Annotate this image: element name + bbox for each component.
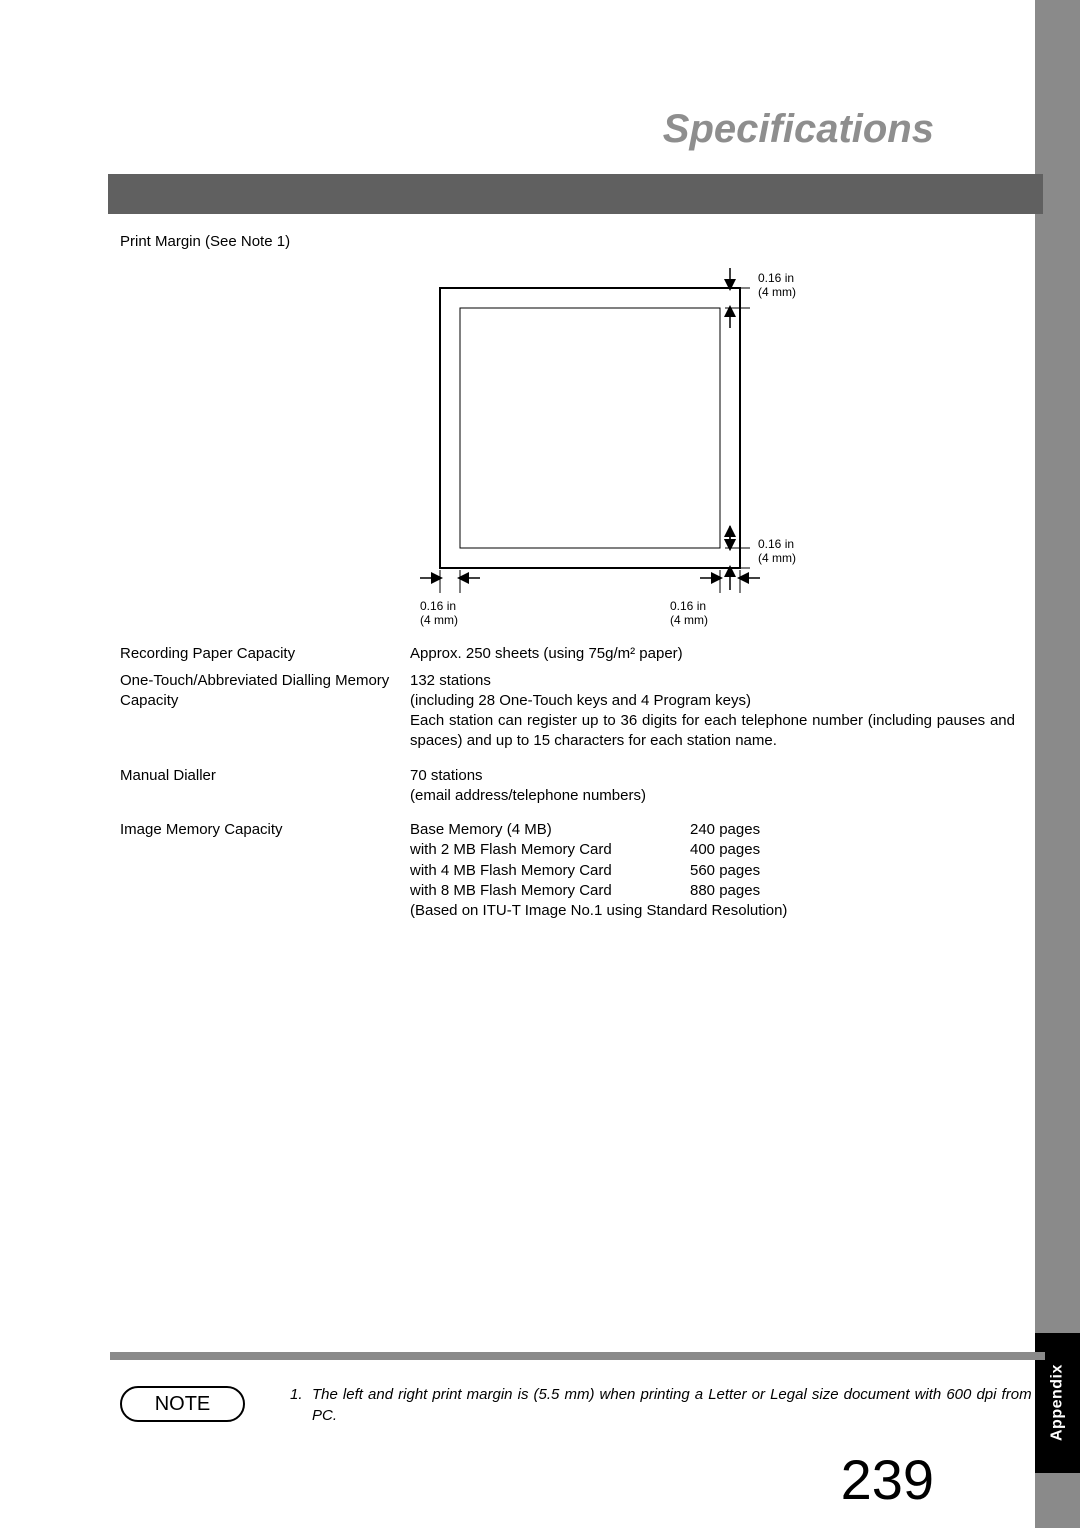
margin-diagram: 0.16 in (4 mm) 0.16 in (4 mm) 0.16 in (4: [410, 258, 770, 638]
spec-line: (Based on ITU-T Image No.1 using Standar…: [410, 901, 1015, 921]
spec-label: Manual Dialler: [120, 766, 410, 786]
margin-label-right-in: 0.16 in: [670, 599, 706, 613]
spec-label: Recording Paper Capacity: [120, 644, 410, 664]
spec-line: (including 28 One-Touch keys and 4 Progr…: [410, 691, 1015, 711]
mem-left: Base Memory (4 MB): [410, 820, 690, 840]
mem-row: with 4 MB Flash Memory Card 560 pages: [410, 861, 1015, 881]
content-area: Print Margin (See Note 1): [120, 232, 1015, 927]
mem-right: 240 pages: [690, 820, 760, 840]
mem-row: with 8 MB Flash Memory Card 880 pages: [410, 881, 1015, 901]
spec-value: Base Memory (4 MB) 240 pages with 2 MB F…: [410, 820, 1015, 921]
mem-right: 560 pages: [690, 861, 760, 881]
note-divider: [110, 1352, 1045, 1360]
mem-row: Base Memory (4 MB) 240 pages: [410, 820, 1015, 840]
spec-line: 70 stations: [410, 766, 1015, 786]
mem-right: 400 pages: [690, 840, 760, 860]
spec-line: Each station can register up to 36 digit…: [410, 711, 1015, 752]
margin-label-bottom-mm: (4 mm): [758, 551, 796, 565]
mem-right: 880 pages: [690, 881, 760, 901]
mem-row: with 2 MB Flash Memory Card 400 pages: [410, 840, 1015, 860]
spec-row-image-memory: Image Memory Capacity Base Memory (4 MB)…: [120, 820, 1015, 921]
note-row: NOTE 1. The left and right print margin …: [120, 1384, 1045, 1426]
mem-left: with 4 MB Flash Memory Card: [410, 861, 690, 881]
spec-row-manual: Manual Dialler 70 stations (email addres…: [120, 766, 1015, 807]
margin-label-left-in: 0.16 in: [420, 599, 456, 613]
margin-label-bottom-in: 0.16 in: [758, 537, 794, 551]
spec-line: 132 stations: [410, 671, 1015, 691]
spec-value: 132 stations (including 28 One-Touch key…: [410, 671, 1015, 752]
mem-left: with 2 MB Flash Memory Card: [410, 840, 690, 860]
side-gutter: [1035, 0, 1080, 1528]
spec-label: One-Touch/Abbreviated Dialling Memory Ca…: [120, 671, 410, 712]
header-bar: [108, 174, 1043, 214]
note-number: 1.: [290, 1384, 312, 1426]
note-body: The left and right print margin is (5.5 …: [312, 1384, 1045, 1426]
page-number: 239: [841, 1447, 934, 1512]
spec-row-print-margin: Print Margin (See Note 1): [120, 232, 1015, 252]
spec-value: 70 stations (email address/telephone num…: [410, 766, 1015, 807]
spec-line: (email address/telephone numbers): [410, 786, 1015, 806]
margin-label-left-mm: (4 mm): [420, 613, 458, 627]
margin-label-top-mm: (4 mm): [758, 285, 796, 299]
margin-label-right-mm: (4 mm): [670, 613, 708, 627]
spec-row-onetouch: One-Touch/Abbreviated Dialling Memory Ca…: [120, 671, 1015, 752]
page-frame: Specifications Print Margin (See Note 1): [50, 22, 1010, 1452]
note-text: 1. The left and right print margin is (5…: [290, 1384, 1045, 1426]
spec-label: Print Margin (See Note 1): [120, 232, 410, 252]
margin-label-top-in: 0.16 in: [758, 271, 794, 285]
spec-label: Image Memory Capacity: [120, 820, 410, 840]
mem-left: with 8 MB Flash Memory Card: [410, 881, 690, 901]
page-title: Specifications: [663, 107, 934, 152]
note-badge: NOTE: [120, 1386, 245, 1422]
